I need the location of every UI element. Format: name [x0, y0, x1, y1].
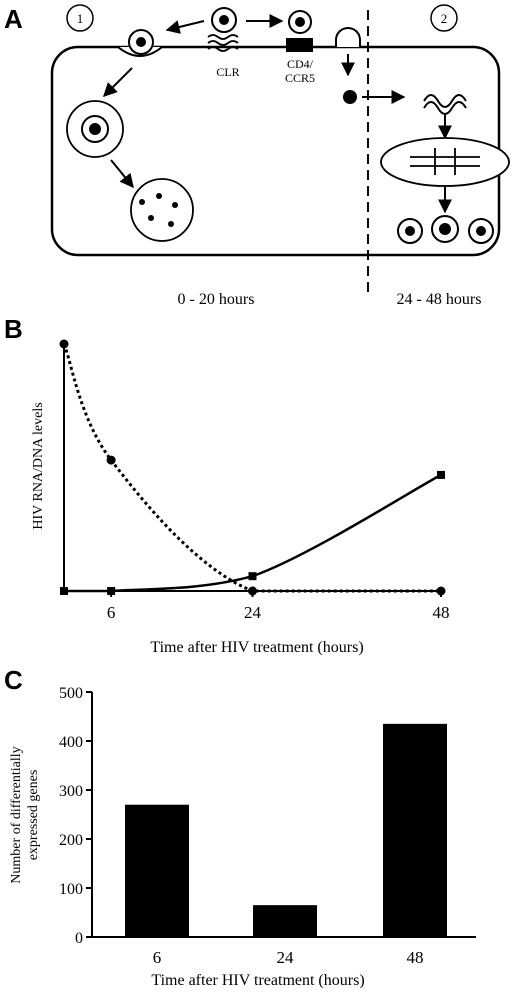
panel-c-letter: C: [4, 665, 23, 695]
x-tick-label: 24: [244, 603, 262, 622]
x-axis-label: Time after HIV treatment (hours): [150, 639, 363, 656]
step-1-number: 1: [77, 11, 84, 26]
panel-a-diagram: 1 2 CLR CD4/ CCR5: [50, 4, 510, 308]
time-window-late: 24 - 48 hours: [397, 291, 482, 308]
clr-receptor: [207, 34, 239, 52]
panel-b-letter: B: [4, 314, 23, 344]
bar: [253, 905, 317, 937]
viral-rna-icon: [423, 94, 467, 108]
x-tick-label: 48: [433, 603, 450, 622]
nucleus: [380, 137, 510, 187]
y-axis-label-line1: Number of differentially: [9, 746, 24, 883]
solid-series-point: [248, 572, 257, 581]
y-tick-label: 500: [59, 685, 83, 702]
series-solid-line: [63, 473, 442, 593]
lysosome: [130, 178, 194, 242]
y-tick-label: 400: [59, 734, 83, 751]
arrow-to-endocytosis: [165, 20, 205, 34]
step-2-circle: [430, 4, 458, 32]
x-tick-label: 6: [107, 603, 116, 622]
viral-core: [343, 90, 357, 104]
budding-virions: [397, 215, 494, 244]
y-axis-label: HIV RNA/DNA levels: [31, 402, 46, 529]
y-tick-label: 100: [59, 881, 83, 898]
time-window-early: 0 - 20 hours: [178, 291, 255, 308]
dotted-series-point: [436, 586, 446, 596]
y-tick-label: 200: [59, 832, 83, 849]
y-axis-label-line2: expressed genes: [26, 770, 41, 861]
y-tick-label: 300: [59, 783, 83, 800]
step-2-number: 2: [441, 11, 448, 26]
solid-series-point: [60, 587, 68, 595]
dotted-series-point: [248, 586, 257, 596]
x-tick-label: 24: [277, 948, 295, 967]
panel-b-line-chart: HIV RNA/DNA levels Time after HIV treatm…: [31, 339, 450, 656]
cd4-ccr5-receptor: [286, 38, 313, 52]
panel-c-bar-chart: 0 100 200 300 400 500 6 24 48 Number of differe…: [9, 685, 476, 989]
panel-a-letter: A: [4, 4, 23, 34]
dotted-series-point: [59, 339, 69, 349]
y-tick-label: 0: [75, 930, 83, 947]
bar: [383, 723, 447, 937]
series-dotted-line: [62, 343, 441, 593]
x-tick-label: 6: [153, 948, 162, 967]
fusion-pocket: [335, 27, 361, 47]
bar: [125, 804, 189, 937]
solid-series-point: [437, 470, 445, 479]
solid-series-point: [107, 587, 116, 595]
x-axis-label: Time after HIV treatment (hours): [151, 972, 364, 989]
x-tick-label: 48: [407, 948, 424, 967]
cd4-label-line1: CD4/: [287, 57, 314, 71]
clr-label: CLR: [216, 65, 239, 79]
step-1-circle: [66, 4, 94, 32]
cd4-label-line2: CCR5: [285, 71, 315, 85]
dotted-series-point: [106, 455, 116, 465]
